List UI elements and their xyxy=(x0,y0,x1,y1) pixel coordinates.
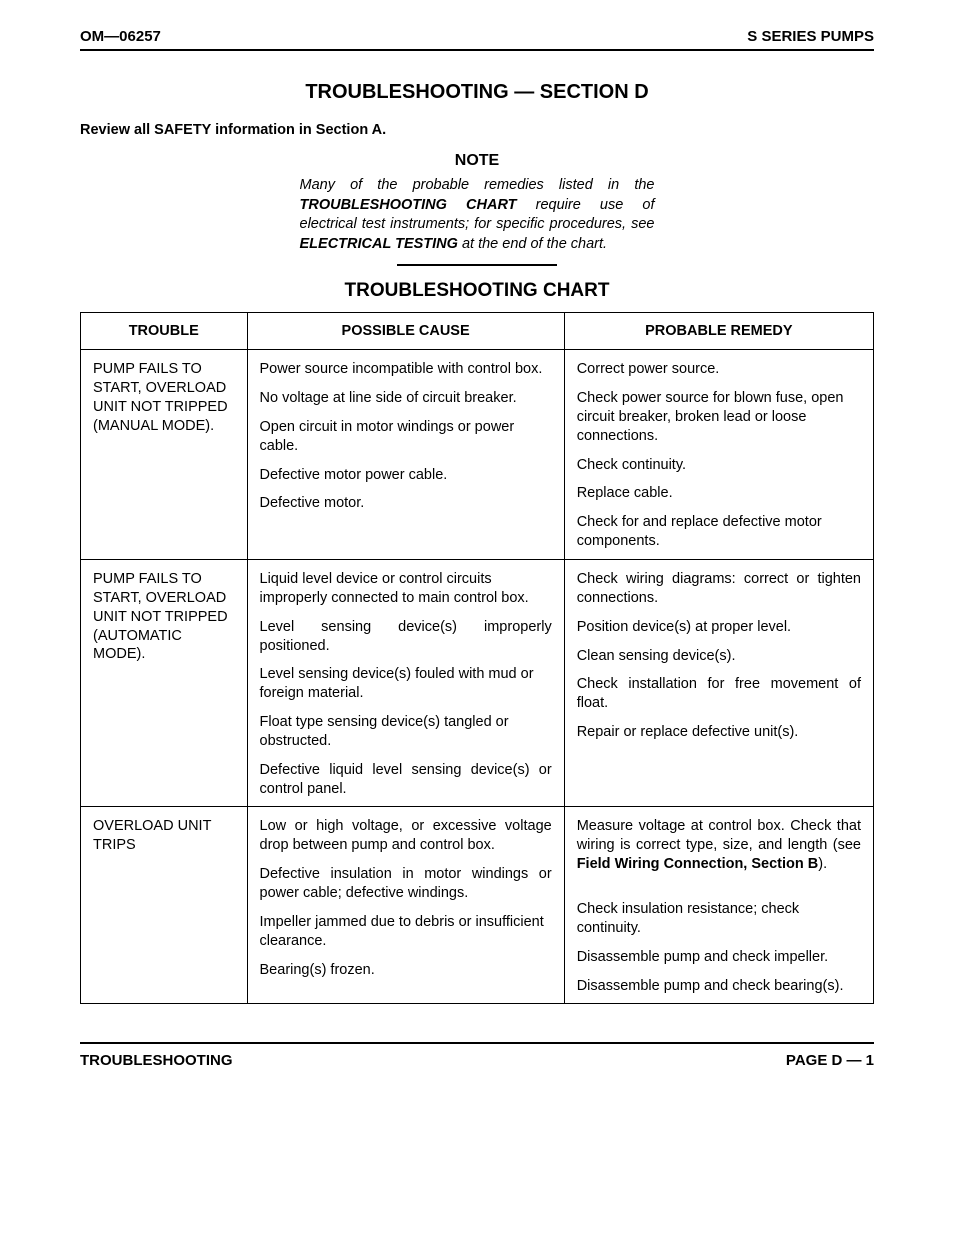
cause-text: Level sensing device(s) fouled with mud … xyxy=(260,665,552,703)
table-row: PUMP FAILS TO START, OVERLOAD UNIT NOT T… xyxy=(81,350,874,560)
cause-text: Defective liquid level sensing device(s)… xyxy=(260,761,552,799)
cause-text: Low or high voltage, or excessive voltag… xyxy=(260,817,552,855)
trouble-cell: OVERLOAD UNIT TRIPS xyxy=(81,807,248,1004)
note-title: NOTE xyxy=(80,152,874,170)
cause-text: Open circuit in motor windings or power … xyxy=(260,418,552,456)
cause-text: No voltage at line side of circuit break… xyxy=(260,389,552,408)
table-header-row: TROUBLE POSSIBLE CAUSE PROBABLE REMEDY xyxy=(81,313,874,350)
cause-cell: Liquid level device or control circuits … xyxy=(247,560,564,807)
footer-left: TROUBLESHOOTING xyxy=(80,1052,233,1069)
remedy-text: Check insulation resistance; check conti… xyxy=(577,900,861,938)
cause-cell: Low or high voltage, or excessive voltag… xyxy=(247,807,564,1004)
remedy-text: Replace cable. xyxy=(577,484,861,503)
footer-right: PAGE D — 1 xyxy=(786,1052,874,1069)
col-header-cause: POSSIBLE CAUSE xyxy=(247,313,564,350)
remedy-cell: Measure voltage at control box. Check th… xyxy=(564,807,873,1004)
review-safety-text: Review all SAFETY information in Section… xyxy=(80,122,874,138)
cause-text: Bearing(s) frozen. xyxy=(260,961,552,980)
remedy-text: Check power source for blown fuse, open … xyxy=(577,389,861,446)
col-header-remedy: PROBABLE REMEDY xyxy=(564,313,873,350)
remedy-text: Disassemble pump and check impeller. xyxy=(577,948,861,967)
header-left: OM—06257 xyxy=(80,28,161,45)
remedy-text: Correct power source. xyxy=(577,360,861,379)
remedy-cell: Correct power source. Check power source … xyxy=(564,350,873,560)
troubleshooting-table: TROUBLE POSSIBLE CAUSE PROBABLE REMEDY P… xyxy=(80,312,874,1004)
table-row: OVERLOAD UNIT TRIPS Low or high voltage, … xyxy=(81,807,874,1004)
cause-text: Defective insulation in motor windings o… xyxy=(260,865,552,903)
note-body: Many of the probable remedies listed in … xyxy=(300,176,655,254)
remedy-cell: Check wiring diagrams: correct or tighte… xyxy=(564,560,873,807)
remedy-text: Repair or replace defective unit(s). xyxy=(577,723,861,742)
page-footer: TROUBLESHOOTING PAGE D — 1 xyxy=(80,1042,874,1069)
remedy-text: Disassemble pump and check bearing(s). xyxy=(577,977,861,996)
cause-text: Level sensing device(s) improperly posit… xyxy=(260,618,552,656)
remedy-text: Check for and replace defective motor co… xyxy=(577,513,861,551)
note-block: NOTE Many of the probable remedies liste… xyxy=(80,152,874,266)
col-header-trouble: TROUBLE xyxy=(81,313,248,350)
remedy-text: Position device(s) at proper level. xyxy=(577,618,861,637)
cause-text: Impeller jammed due to debris or insuffi… xyxy=(260,913,552,951)
cause-text: Liquid level device or control circuits … xyxy=(260,570,552,608)
header-right: S SERIES PUMPS xyxy=(747,28,874,45)
remedy-text: Check installation for free movement of … xyxy=(577,675,861,713)
table-row: PUMP FAILS TO START, OVERLOAD UNIT NOT T… xyxy=(81,560,874,807)
remedy-text: Check continuity. xyxy=(577,456,861,475)
trouble-cell: PUMP FAILS TO START, OVERLOAD UNIT NOT T… xyxy=(81,560,248,807)
remedy-text: Measure voltage at control box. Check th… xyxy=(577,817,861,874)
cause-text: Float type sensing device(s) tangled or … xyxy=(260,713,552,751)
note-bold-1: TROUBLESHOOTING CHART xyxy=(300,197,517,213)
note-divider xyxy=(397,264,557,266)
note-text-1: Many of the probable remedies listed in … xyxy=(300,177,655,193)
cause-text: Defective motor. xyxy=(260,494,552,513)
cause-text: Defective motor power cable. xyxy=(260,466,552,485)
page-header: OM—06257 S SERIES PUMPS xyxy=(80,28,874,51)
section-title: TROUBLESHOOTING — SECTION D xyxy=(80,81,874,104)
note-bold-2: ELECTRICAL TESTING xyxy=(300,236,458,252)
cause-cell: Power source incompatible with control b… xyxy=(247,350,564,560)
remedy-text: Check wiring diagrams: correct or tighte… xyxy=(577,570,861,608)
remedy-text: Clean sensing device(s). xyxy=(577,647,861,666)
note-text-3: at the end of the chart. xyxy=(458,236,607,252)
cause-text: Power source incompatible with control b… xyxy=(260,360,552,379)
chart-title: TROUBLESHOOTING CHART xyxy=(80,280,874,302)
trouble-cell: PUMP FAILS TO START, OVERLOAD UNIT NOT T… xyxy=(81,350,248,560)
